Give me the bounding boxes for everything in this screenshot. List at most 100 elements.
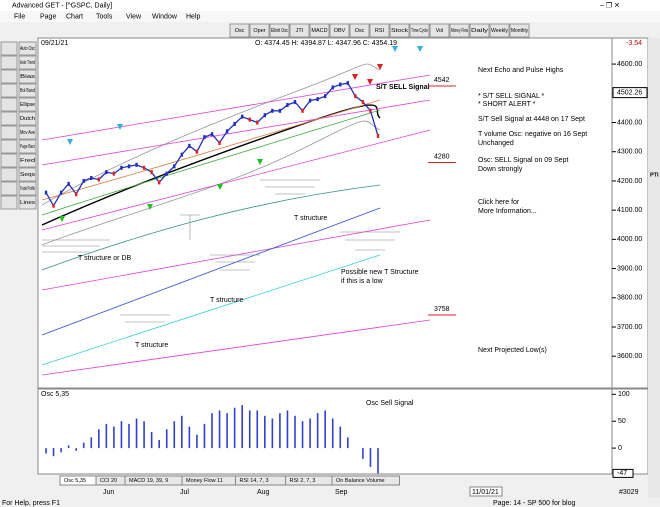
side-button[interactable]: [18, 83, 37, 98]
side-button[interactable]: [0, 55, 18, 70]
price-bar: [180, 152, 184, 157]
y-tick-label: 100: [618, 391, 630, 398]
last-price-label: 4502.26: [617, 89, 642, 96]
side-button[interactable]: [0, 111, 18, 126]
signal-arrows: [59, 46, 423, 222]
side-note: * SHORT ALERT *: [478, 101, 536, 108]
tool-button[interactable]: [329, 23, 350, 38]
chart-note: Possible new T Structure: [341, 269, 419, 276]
side-button[interactable]: [18, 153, 37, 168]
header-date: 09/21/21: [41, 40, 68, 47]
side-button[interactable]: [0, 125, 18, 140]
tool-button[interactable]: [449, 23, 470, 38]
y-tick-label: 4200.00: [617, 178, 642, 185]
side-button[interactable]: [0, 139, 18, 154]
tool-label: OBV: [334, 28, 346, 34]
side-button[interactable]: [18, 41, 37, 56]
tool-button[interactable]: [489, 23, 510, 38]
tool-button[interactable]: [269, 23, 290, 38]
side-label: Mov Ave: [20, 130, 35, 136]
side-button[interactable]: [0, 97, 18, 112]
chart-note: T structure: [135, 342, 168, 349]
info-link[interactable]: More Information...: [478, 208, 537, 215]
price-bar: [67, 181, 70, 186]
pti-icon[interactable]: PTI: [650, 172, 659, 178]
tool-button[interactable]: [289, 23, 310, 38]
level-label: 4542: [434, 77, 450, 84]
price-bar: [112, 171, 116, 176]
menu-item[interactable]: Chart: [66, 13, 83, 20]
price-bar: [188, 143, 191, 148]
tool-button[interactable]: [249, 23, 270, 38]
side-note: Next Echo and Pulse Highs: [478, 67, 564, 74]
tool-button[interactable]: [349, 23, 370, 38]
side-button[interactable]: [18, 55, 37, 70]
menu-item[interactable]: Help: [186, 13, 201, 20]
side-button[interactable]: [0, 153, 18, 168]
price-bar: [308, 98, 312, 103]
menu-item[interactable]: View: [126, 13, 142, 20]
price-bar: [218, 140, 221, 145]
side-button[interactable]: [18, 181, 37, 196]
t-structure-marks: [42, 179, 400, 323]
tool-button[interactable]: [469, 23, 490, 38]
tool-label: Money Flow: [451, 28, 468, 34]
side-button[interactable]: [0, 69, 18, 84]
tool-button[interactable]: [509, 23, 530, 38]
window-controls[interactable]: – ❐ ✕: [600, 1, 620, 9]
end-date: 11/01/21: [472, 489, 499, 496]
side-label: Lines: [20, 200, 35, 206]
level-label: 3758: [434, 306, 450, 313]
osc-last-box: [612, 468, 634, 478]
price-bar: [105, 170, 108, 175]
month-label: Jun: [103, 489, 114, 496]
price-bar: [233, 121, 236, 126]
y-tick-label: 4400.00: [617, 119, 642, 126]
side-note: Osc: SELL Signal on 09 Sept: [478, 157, 568, 164]
price-bar: [157, 180, 161, 185]
price-bar: [82, 178, 85, 183]
level-label: 4280: [434, 153, 450, 160]
price-bar: [225, 129, 229, 134]
menu-item[interactable]: Tools: [96, 13, 113, 20]
side-button[interactable]: [0, 195, 18, 210]
tool-button[interactable]: [389, 23, 410, 38]
side-note: T volume Osc: negative on 16 Sept: [478, 131, 587, 138]
status-page: Page: 14 - SP 500 for blog: [493, 500, 575, 507]
side-button[interactable]: [18, 69, 37, 84]
tool-label: Stock: [391, 28, 408, 34]
menu-item[interactable]: Window: [152, 13, 178, 20]
side-button[interactable]: [0, 181, 18, 196]
side-button[interactable]: [18, 125, 37, 140]
side-button[interactable]: [18, 111, 37, 126]
y-tick-label: 3700.00: [617, 324, 642, 331]
menu-item[interactable]: Page: [40, 13, 56, 20]
side-button[interactable]: [18, 97, 37, 112]
header-change: -3.54: [626, 40, 642, 47]
side-button[interactable]: [18, 195, 37, 210]
tool-button[interactable]: [229, 23, 250, 38]
menu: File Page Chart Tools View Window Help: [14, 13, 201, 20]
side-label: Seqs: [20, 172, 35, 178]
menu-item[interactable]: File: [14, 13, 25, 20]
tool-button[interactable]: [429, 23, 450, 38]
info-link[interactable]: Click here for: [478, 199, 520, 206]
price-bar: [376, 133, 380, 138]
month-label: Aug: [257, 489, 270, 496]
tab-strip: Osc 5,35 CCI 20 MACD 19, 39, 9 Money Flow 1…: [59, 475, 400, 486]
side-button[interactable]: [18, 167, 37, 182]
tab[interactable]: [331, 475, 400, 486]
side-button[interactable]: [0, 167, 18, 182]
tool-button[interactable]: [369, 23, 390, 38]
tool-button[interactable]: [309, 23, 330, 38]
price-bar: [339, 82, 342, 87]
price-bar: [361, 100, 365, 105]
price-bar: [301, 108, 304, 113]
side-button[interactable]: [0, 83, 18, 98]
side-label: Bias: [20, 74, 35, 80]
side-button[interactable]: [18, 139, 37, 154]
price-bar: [44, 190, 48, 195]
tool-button[interactable]: [409, 23, 430, 38]
price-bar: [263, 113, 267, 118]
side-button[interactable]: [0, 41, 18, 56]
